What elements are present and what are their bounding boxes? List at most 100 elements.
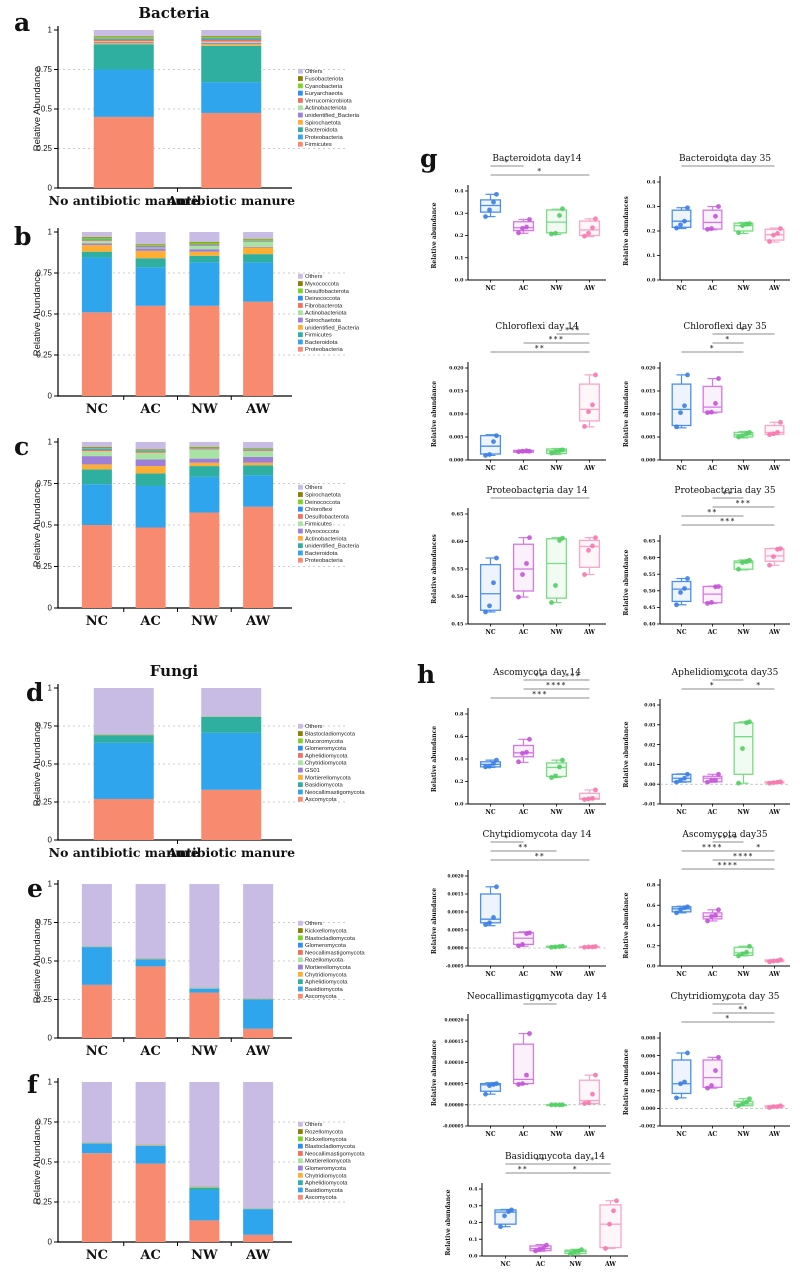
svg-text:Antibiotic manure: Antibiotic manure <box>166 193 295 208</box>
svg-text:Others: Others <box>305 724 322 730</box>
svg-text:0.00015: 0.00015 <box>445 1039 464 1044</box>
svg-text:0.25: 0.25 <box>36 1198 52 1207</box>
svg-text:Proteobacteria day 14: Proteobacteria day 14 <box>486 486 587 496</box>
svg-text:*: * <box>725 996 730 1005</box>
svg-text:Bacteria: Bacteria <box>138 4 210 22</box>
svg-text:0.0: 0.0 <box>455 802 464 808</box>
svg-text:Cyanobacteria: Cyanobacteria <box>305 84 343 90</box>
svg-text:NC: NC <box>86 614 108 629</box>
svg-text:Chytridiomycota: Chytridiomycota <box>305 761 347 767</box>
svg-text:**: ** <box>518 843 528 852</box>
svg-text:Actinobacteriota: Actinobacteriota <box>305 311 347 317</box>
svg-text:0.1: 0.1 <box>647 253 656 259</box>
svg-text:0.8: 0.8 <box>455 712 464 718</box>
svg-text:Neocallimastigomycota: Neocallimastigomycota <box>305 950 365 956</box>
svg-text:0.0020: 0.0020 <box>447 874 463 879</box>
svg-text:AC: AC <box>518 629 529 636</box>
panel-label-d: d <box>26 678 44 707</box>
svg-text:***: *** <box>565 326 580 335</box>
svg-text:NC: NC <box>86 1248 108 1263</box>
svg-text:AC: AC <box>139 614 160 629</box>
svg-text:Ascomycota: Ascomycota <box>305 994 337 1000</box>
svg-text:1: 1 <box>48 1078 53 1087</box>
svg-text:NW: NW <box>737 629 749 636</box>
svg-text:Relative Abundance: Relative Abundance <box>32 919 43 1004</box>
svg-text:AW: AW <box>245 402 270 417</box>
svg-text:Proteobacteria: Proteobacteria <box>305 347 343 353</box>
svg-text:Neocallimastigomycota: Neocallimastigomycota <box>305 1151 365 1157</box>
svg-text:NC: NC <box>485 809 495 816</box>
svg-text:NW: NW <box>737 971 749 978</box>
svg-text:Chloroflexi: Chloroflexi <box>305 507 332 513</box>
svg-text:-0.00005: -0.00005 <box>443 1124 464 1129</box>
svg-text:0.02: 0.02 <box>644 742 655 748</box>
svg-text:0.000: 0.000 <box>449 458 463 464</box>
svg-text:Relative abundances: Relative abundances <box>623 196 630 266</box>
svg-text:0.6: 0.6 <box>455 734 464 740</box>
svg-text:0.25: 0.25 <box>36 144 52 153</box>
svg-text:0.25: 0.25 <box>36 351 52 360</box>
svg-text:0.75: 0.75 <box>36 918 52 927</box>
svg-text:Mortierellomycota: Mortierellomycota <box>305 965 352 971</box>
svg-text:NC: NC <box>676 629 686 636</box>
svg-text:AC: AC <box>707 971 718 978</box>
svg-text:0.5: 0.5 <box>41 105 53 114</box>
svg-text:AW: AW <box>604 1261 616 1268</box>
svg-text:Firmicutes: Firmicutes <box>305 142 332 148</box>
svg-text:1: 1 <box>48 438 53 447</box>
svg-text:Relative abundance: Relative abundance <box>623 549 630 615</box>
svg-text:Proteobacteria: Proteobacteria <box>305 135 343 141</box>
panel-label-c: c <box>14 432 30 461</box>
svg-text:*: * <box>725 1014 730 1023</box>
svg-text:-0.0005: -0.0005 <box>446 964 464 969</box>
svg-text:0.3: 0.3 <box>455 211 464 217</box>
svg-text:Bacteroidota: Bacteroidota <box>305 551 338 557</box>
svg-text:No antibiotic manure: No antibiotic manure <box>49 845 199 860</box>
svg-text:*: * <box>590 1156 595 1165</box>
svg-text:0.000: 0.000 <box>641 1106 655 1112</box>
svg-text:Fusobacteriota: Fusobacteriota <box>305 76 344 82</box>
svg-text:0.55: 0.55 <box>451 567 464 573</box>
svg-text:0.65: 0.65 <box>643 539 656 545</box>
svg-text:Chytridiomycota: Chytridiomycota <box>305 1173 347 1179</box>
panel-label-h: h <box>417 660 436 689</box>
svg-text:0.40: 0.40 <box>643 622 656 628</box>
svg-text:0.6: 0.6 <box>647 903 656 909</box>
svg-text:0.0: 0.0 <box>647 964 656 970</box>
svg-text:AC: AC <box>707 465 718 472</box>
svg-text:AW: AW <box>583 809 595 816</box>
svg-text:0.002: 0.002 <box>641 1089 655 1095</box>
svg-text:0.2: 0.2 <box>647 943 656 949</box>
svg-text:0.5: 0.5 <box>41 521 53 530</box>
svg-text:*: * <box>741 326 746 335</box>
svg-text:unidentified_Bacteria: unidentified_Bacteria <box>305 113 360 119</box>
boxplot-proteobacteria-day35: Proteobacteria day 35 0.40 0.45 0.50 0.55 0.6… <box>616 482 800 644</box>
svg-text:Aphelidiomycota: Aphelidiomycota <box>305 1181 348 1187</box>
svg-text:0.25: 0.25 <box>36 995 52 1004</box>
svg-text:Bacteroidota day14: Bacteroidota day14 <box>492 154 582 164</box>
svg-text:Basidiomycota: Basidiomycota <box>305 1188 343 1194</box>
svg-text:Relative abundance: Relative abundance <box>431 1040 438 1106</box>
svg-text:**: ** <box>535 672 545 681</box>
svg-text:NW: NW <box>737 465 749 472</box>
svg-text:Proteobacteria: Proteobacteria <box>305 558 343 564</box>
svg-text:0.50: 0.50 <box>643 589 656 595</box>
svg-text:0.4: 0.4 <box>647 923 656 929</box>
svg-text:AW: AW <box>583 465 595 472</box>
svg-text:Relative abundance: Relative abundance <box>623 892 630 958</box>
svg-text:0.2: 0.2 <box>455 779 464 785</box>
svg-text:NW: NW <box>737 285 749 292</box>
svg-text:*: * <box>573 1165 578 1174</box>
svg-text:0.5: 0.5 <box>41 1158 53 1167</box>
svg-text:Myxococcota: Myxococcota <box>305 529 340 535</box>
svg-text:Desulfobacterota: Desulfobacterota <box>305 514 350 520</box>
svg-text:Relative Abundance: Relative Abundance <box>32 1120 43 1205</box>
svg-text:NW: NW <box>550 809 562 816</box>
svg-text:AC: AC <box>707 629 718 636</box>
svg-text:*: * <box>725 335 730 344</box>
svg-text:0.4: 0.4 <box>455 757 464 763</box>
svg-text:**: ** <box>723 490 733 499</box>
svg-text:Kickxellomycota: Kickxellomycota <box>305 1137 347 1143</box>
svg-text:0.65: 0.65 <box>451 512 464 518</box>
svg-text:0: 0 <box>48 1034 53 1043</box>
